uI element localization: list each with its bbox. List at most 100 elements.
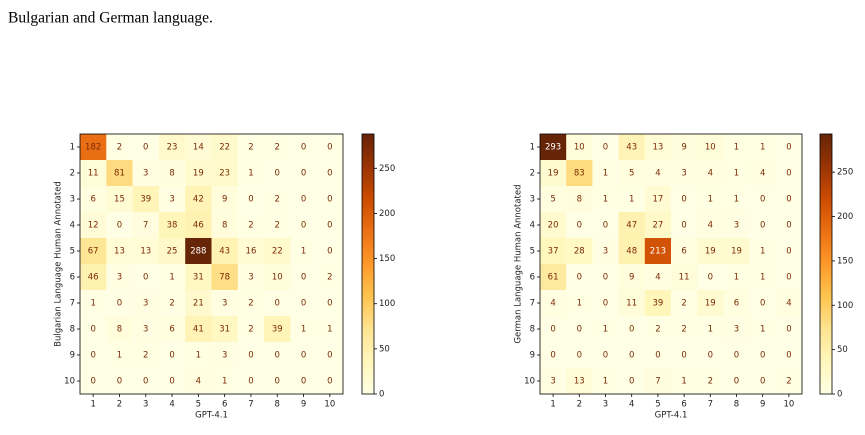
cell — [290, 368, 317, 395]
cell-label: 3 — [143, 299, 148, 309]
cell — [540, 160, 567, 187]
cell — [264, 342, 291, 369]
cell — [671, 134, 698, 161]
cell-label: 0 — [90, 377, 95, 387]
cell — [264, 134, 291, 161]
cell-label: 2 — [708, 377, 713, 387]
cell — [671, 186, 698, 213]
cell — [592, 160, 619, 187]
cell — [237, 290, 265, 317]
cell-label: 1 — [301, 247, 306, 257]
cell-label: 0 — [117, 377, 122, 387]
cell-label: 3 — [222, 299, 227, 309]
colorbar-tick-label: 250 — [837, 168, 853, 178]
cell-label: 6 — [734, 299, 739, 309]
x-tick-label: 3 — [603, 400, 608, 410]
cell — [158, 264, 186, 291]
y-tick-label: 2 — [530, 169, 535, 179]
cell-label: 1 — [708, 325, 713, 335]
cell-label: 0 — [117, 299, 122, 309]
cell — [566, 212, 593, 239]
cell — [290, 212, 317, 239]
cell-label: 9 — [681, 143, 686, 153]
cell-label: 0 — [327, 299, 332, 309]
cell — [671, 342, 698, 369]
cell-label: 9 — [222, 195, 227, 205]
cell-label: 7 — [655, 377, 660, 387]
cell-label: 1 — [734, 169, 739, 179]
cell-label: 83 — [574, 169, 585, 179]
y-tick-label: 1 — [530, 143, 535, 153]
cell-label: 10 — [574, 143, 585, 153]
cell — [775, 238, 803, 265]
cell-label: 4 — [760, 169, 765, 179]
cell-label: 1 — [708, 195, 713, 205]
cell — [237, 342, 265, 369]
cell-label: 78 — [219, 273, 230, 283]
cell-label: 8 — [222, 221, 227, 231]
cell-label: 0 — [550, 351, 555, 361]
cell-label: 0 — [681, 195, 686, 205]
cell-label: 1 — [603, 195, 608, 205]
cell-label: 1 — [760, 325, 765, 335]
cell-label: 1 — [222, 377, 227, 387]
cell — [644, 264, 672, 291]
cell — [775, 264, 803, 291]
cell-label: 2 — [248, 221, 253, 231]
y-tick-label: 3 — [70, 195, 75, 205]
cell — [80, 290, 107, 317]
cell-label: 2 — [275, 143, 280, 153]
x-axis-label: GPT-4.1 — [655, 411, 688, 421]
cell — [264, 212, 291, 239]
cell-label: 0 — [603, 221, 608, 231]
cell — [618, 368, 646, 395]
x-tick-label: 4 — [169, 400, 174, 410]
cell-label: 0 — [327, 195, 332, 205]
cell — [644, 368, 672, 395]
cell — [540, 186, 567, 213]
cell-label: 6 — [90, 195, 95, 205]
cell — [211, 238, 239, 265]
x-tick-label: 4 — [629, 400, 634, 410]
cell-label: 0 — [603, 299, 608, 309]
cell — [644, 290, 672, 317]
cell — [671, 368, 698, 395]
cell-label: 39 — [140, 195, 151, 205]
x-axis-label: GPT-4.1 — [195, 411, 228, 421]
cell-label: 48 — [626, 247, 637, 257]
cell — [106, 186, 133, 213]
cell — [671, 160, 698, 187]
cell — [80, 134, 107, 161]
cell-label: 9 — [629, 273, 634, 283]
cell — [540, 238, 567, 265]
cell — [723, 212, 750, 239]
cell-label: 1 — [301, 325, 306, 335]
cell-label: 3 — [734, 221, 739, 231]
cell — [566, 290, 593, 317]
cell — [237, 212, 265, 239]
cell — [185, 368, 212, 395]
plot-frame — [539, 133, 803, 395]
cell-label: 37 — [548, 247, 559, 257]
cell — [749, 316, 777, 343]
cell-label: 1 — [681, 377, 686, 387]
cell — [566, 238, 593, 265]
cell — [132, 212, 160, 239]
cell-label: 41 — [193, 325, 204, 335]
cell — [237, 134, 265, 161]
cell-label: 0 — [143, 273, 148, 283]
x-tick-label: 8 — [275, 400, 280, 410]
cell-label: 46 — [193, 221, 204, 231]
cell — [671, 316, 698, 343]
cell-label: 3 — [143, 169, 148, 179]
cell-label: 4 — [550, 299, 555, 309]
cell — [158, 342, 186, 369]
cell — [106, 342, 133, 369]
cell — [697, 134, 724, 161]
y-tick-label: 8 — [70, 325, 75, 335]
cell — [618, 186, 646, 213]
cell — [185, 238, 212, 265]
cell — [697, 342, 724, 369]
cell-label: 0 — [275, 169, 280, 179]
cell — [106, 368, 133, 395]
